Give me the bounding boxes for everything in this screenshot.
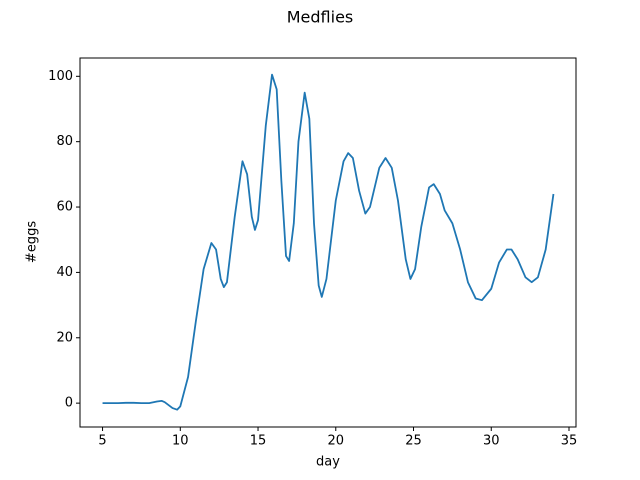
y-tick-label: 80 xyxy=(56,134,73,149)
x-tick-label: 15 xyxy=(250,434,267,449)
x-tick-label: 5 xyxy=(98,434,106,449)
line xyxy=(102,73,555,411)
x-tick-label: 10 xyxy=(172,434,189,449)
x-tick-label: 35 xyxy=(561,434,578,449)
x-tick-label: 25 xyxy=(405,434,422,449)
x-tick-label: 30 xyxy=(483,434,500,449)
y-axis-label: #eggs xyxy=(25,221,40,263)
y-tick-label: 100 xyxy=(48,69,73,84)
chart-title: Medflies xyxy=(287,8,354,27)
x-axis-label: day xyxy=(316,455,340,470)
y-tick-label: 60 xyxy=(56,200,73,215)
y-tick-label: 40 xyxy=(56,265,73,280)
x-tick-label: 20 xyxy=(328,434,345,449)
y-tick-label: 20 xyxy=(56,330,73,345)
plot-frame xyxy=(79,57,577,428)
y-tick-label: 0 xyxy=(65,396,73,411)
